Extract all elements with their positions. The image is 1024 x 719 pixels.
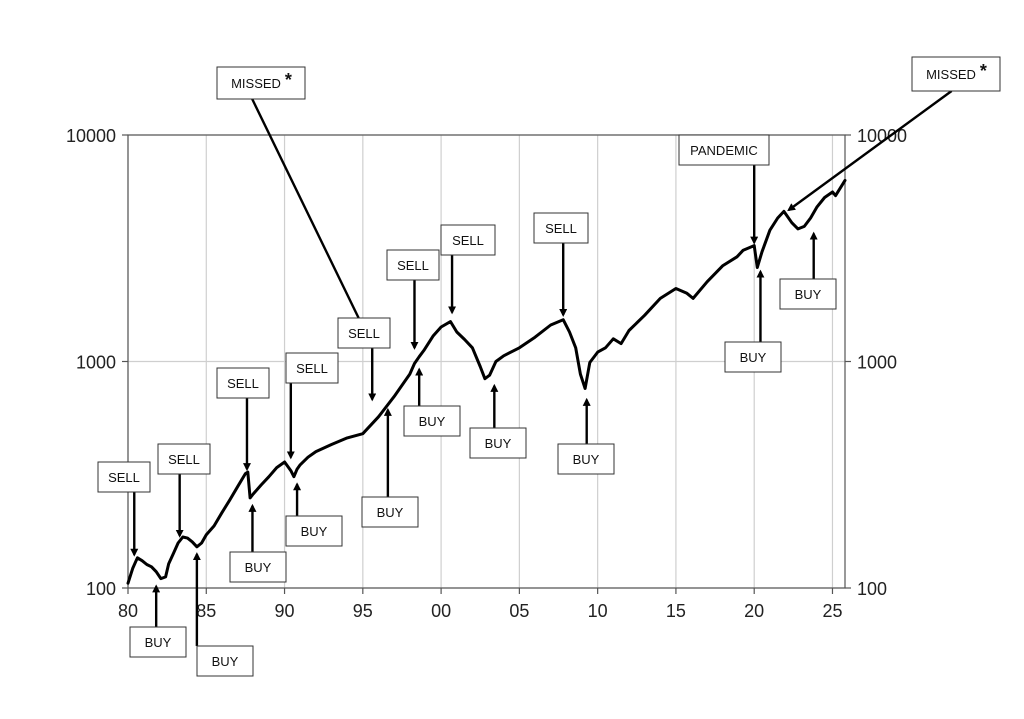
callout-box <box>779 278 837 310</box>
callout-box <box>533 212 589 244</box>
callout-buy: BUY <box>557 397 615 475</box>
x-tick-label: 25 <box>822 601 842 621</box>
x-tick-label: 05 <box>509 601 529 621</box>
callout-box <box>157 443 211 475</box>
x-tick-label: 00 <box>431 601 451 621</box>
callout-label: MISSED <box>231 76 281 91</box>
callout-box <box>724 341 782 373</box>
callout-label: BUY <box>573 452 600 467</box>
callout-label: BUY <box>740 350 767 365</box>
callout-sell: SELL <box>440 224 496 315</box>
callout-label: SELL <box>397 258 429 273</box>
callout-box <box>386 249 440 281</box>
x-tick-label: 80 <box>118 601 138 621</box>
callout-box <box>337 317 391 349</box>
callout-box <box>216 367 270 399</box>
callout-arrow <box>787 90 953 212</box>
callout-label: BUY <box>795 287 822 302</box>
callout-box <box>216 66 306 100</box>
callout-label: BUY <box>419 414 446 429</box>
callout-label: SELL <box>348 326 380 341</box>
callout-pandemic: PANDEMIC <box>678 134 770 245</box>
axis-ticks: 80 85 90 95 00 05 10 15 20 25 100 100 1000 1000 10000 1… <box>66 126 907 621</box>
callout-label: BUY <box>377 505 404 520</box>
callout-buy: BUY <box>469 383 527 459</box>
callout-box <box>229 551 287 583</box>
callout-star: * <box>980 61 987 81</box>
callout-box <box>97 461 151 493</box>
callout-box <box>403 405 461 437</box>
callout-box <box>469 427 527 459</box>
callout-sell: SELL <box>285 352 339 460</box>
callout-box <box>678 134 770 166</box>
x-tick-label: 90 <box>275 601 295 621</box>
callout-box <box>361 496 419 528</box>
callout-buy: BUY <box>724 269 782 373</box>
x-tick-label: 10 <box>588 601 608 621</box>
callout-label: SELL <box>296 361 328 376</box>
callout-label: SELL <box>227 376 259 391</box>
x-tick-label: 95 <box>353 601 373 621</box>
callout-buy: BUY <box>403 367 461 437</box>
callout-sell: SELL <box>533 212 589 317</box>
annotations: SELL BUY SELL BUY SELL BUY SELL BUY MISSED * SELL B… <box>97 56 1001 677</box>
callout-buy: BUY <box>129 584 187 658</box>
y-tick-label-left: 100 <box>86 579 116 599</box>
callout-label: BUY <box>145 635 172 650</box>
callout-sell: SELL <box>216 367 270 472</box>
callout-missed: MISSED * <box>216 66 368 336</box>
callout-box <box>911 56 1001 92</box>
y-tick-label-right: 1000 <box>857 353 897 373</box>
y-tick-label-right: 100 <box>857 579 887 599</box>
callout-arrow <box>251 98 368 336</box>
callout-label: SELL <box>452 233 484 248</box>
callout-box <box>440 224 496 256</box>
callout-label: MISSED <box>926 67 976 82</box>
callout-buy: BUY <box>779 231 837 310</box>
y-tick-label-left: 1000 <box>76 353 116 373</box>
x-tick-label: 20 <box>744 601 764 621</box>
callout-buy: BUY <box>229 503 287 583</box>
x-tick-label: 15 <box>666 601 686 621</box>
callout-box <box>129 626 187 658</box>
x-tick-label: 85 <box>196 601 216 621</box>
callout-sell: SELL <box>386 249 440 350</box>
callout-label: PANDEMIC <box>690 143 758 158</box>
callout-buy: BUY <box>285 482 343 547</box>
callout-box <box>557 443 615 475</box>
callout-star: * <box>285 70 292 90</box>
callout-label: SELL <box>168 452 200 467</box>
callout-label: BUY <box>301 524 328 539</box>
callout-buy: BUY <box>192 552 254 677</box>
callout-sell: SELL <box>337 317 391 402</box>
callout-label: SELL <box>108 470 140 485</box>
callout-label: BUY <box>212 654 239 669</box>
callout-sell: SELL <box>157 443 211 538</box>
callout-box <box>285 515 343 547</box>
callout-label: BUY <box>245 560 272 575</box>
price-line <box>126 178 847 585</box>
callout-box <box>196 645 254 677</box>
callout-box <box>285 352 339 384</box>
callout-label: BUY <box>485 436 512 451</box>
callout-sell: SELL <box>97 461 151 557</box>
y-tick-label-left: 10000 <box>66 126 116 146</box>
callout-buy: BUY <box>361 407 419 528</box>
callout-missed: MISSED * <box>787 56 1001 212</box>
y-tick-label-right: 10000 <box>857 126 907 146</box>
callout-label: SELL <box>545 221 577 236</box>
